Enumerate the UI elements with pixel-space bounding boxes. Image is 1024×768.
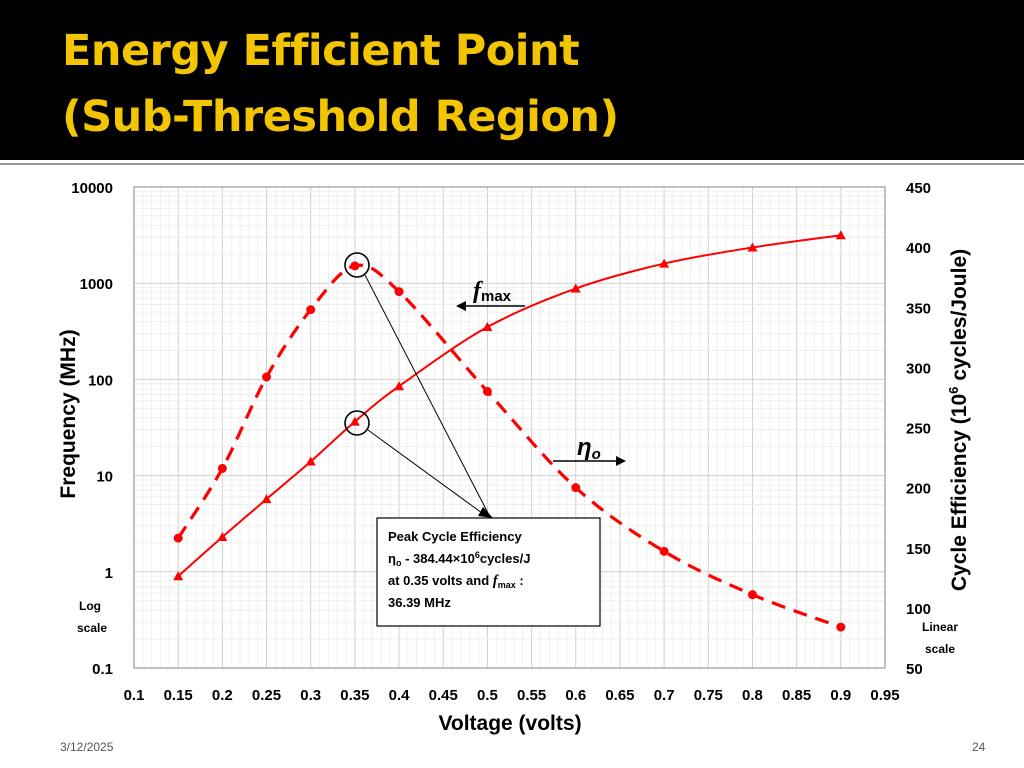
y-left-tick-label: 100 bbox=[88, 372, 113, 389]
x-tick-label: 0.4 bbox=[389, 687, 411, 704]
peak-efficiency-circle bbox=[344, 252, 370, 278]
y-right-tick-label: 450 bbox=[906, 180, 931, 197]
x-tick-label: 0.1 bbox=[124, 687, 145, 704]
y-right-tick-label: 400 bbox=[906, 240, 931, 257]
eta-point bbox=[306, 305, 316, 315]
fmax-point bbox=[349, 416, 360, 426]
y-right-tick-label: 100 bbox=[906, 601, 931, 618]
fmax-point bbox=[747, 242, 758, 252]
y-left-tick-label: 1 bbox=[105, 565, 113, 582]
fmax-point bbox=[659, 258, 670, 268]
x-tick-label: 0.2 bbox=[212, 687, 233, 704]
chart-grid bbox=[133, 187, 886, 669]
y-left-tick-labels: 0.1 1 10 100 1000 10000 bbox=[71, 180, 113, 678]
series-eta-line bbox=[176, 263, 842, 629]
chart: 0.1 1 10 100 1000 10000 50 100 150 200 250 300 350 4… bbox=[57, 180, 971, 735]
fmax-point bbox=[305, 456, 316, 466]
fmax-point bbox=[482, 322, 493, 332]
linear-scale-note-1: Linear bbox=[922, 620, 958, 634]
annotation-line-1: Peak Cycle Efficiency bbox=[388, 529, 522, 544]
fmax-label: fmax bbox=[473, 278, 512, 305]
log-scale-note-2: scale bbox=[77, 621, 107, 635]
x-tick-labels: 0.1 0.15 0.2 0.25 0.3 0.35 0.4 0.45 0.5 0.55 0.6 0.… bbox=[124, 687, 900, 704]
eta-point bbox=[571, 483, 581, 493]
eta-point bbox=[659, 546, 669, 556]
annotation-box: Peak Cycle Efficiency ηo - 384.44×106cyc… bbox=[376, 517, 601, 627]
eta-point bbox=[482, 386, 492, 396]
y-left-tick-label: 0.1 bbox=[92, 661, 113, 678]
y-left-tick-label: 10 bbox=[96, 469, 113, 486]
y-right-tick-label: 250 bbox=[906, 421, 931, 438]
eta-point bbox=[262, 372, 272, 382]
x-tick-label: 0.6 bbox=[565, 687, 586, 704]
x-tick-label: 0.45 bbox=[429, 687, 458, 704]
x-tick-label: 0.65 bbox=[605, 687, 634, 704]
eta-point bbox=[747, 590, 757, 600]
fmax-point bbox=[217, 532, 228, 542]
y-right-tick-label: 350 bbox=[906, 300, 931, 317]
title-bar: Energy Efficient Point (Sub-Threshold Re… bbox=[0, 0, 1024, 160]
y-left-tick-label: 1000 bbox=[80, 276, 113, 293]
x-tick-label: 0.7 bbox=[654, 687, 675, 704]
fmax-point bbox=[173, 571, 184, 581]
fmax-arrow-head bbox=[456, 301, 466, 311]
x-tick-label: 0.55 bbox=[517, 687, 546, 704]
eta-point bbox=[173, 533, 183, 543]
y-right-tick-label: 50 bbox=[906, 661, 923, 678]
annotation-line-2: ηo - 384.44×106cycles/J bbox=[388, 550, 530, 568]
x-axis-label: Voltage (volts) bbox=[438, 712, 581, 735]
linear-scale-note-2: scale bbox=[925, 642, 955, 656]
fmax-point bbox=[835, 230, 846, 240]
x-tick-label: 0.95 bbox=[870, 687, 899, 704]
fmax-point bbox=[261, 494, 272, 504]
eta-point bbox=[394, 287, 404, 297]
peak-frequency-circle bbox=[344, 410, 370, 436]
slide-title-line-1: Energy Efficient Point bbox=[62, 26, 580, 76]
callout-line-upper bbox=[364, 274, 490, 516]
x-tick-label: 0.75 bbox=[694, 687, 723, 704]
x-tick-label: 0.9 bbox=[830, 687, 851, 704]
y-left-tick-label: 10000 bbox=[71, 180, 113, 197]
y-right-tick-label: 300 bbox=[906, 360, 931, 377]
x-tick-label: 0.3 bbox=[300, 687, 321, 704]
title-divider bbox=[0, 163, 1024, 165]
x-tick-label: 0.35 bbox=[340, 687, 369, 704]
page-number: 24 bbox=[972, 740, 986, 754]
x-tick-label: 0.8 bbox=[742, 687, 763, 704]
log-scale-note-1: Log bbox=[79, 599, 101, 613]
plot-area-border bbox=[133, 186, 886, 669]
annotation-line-4: 36.39 MHz bbox=[388, 595, 451, 610]
eta-point bbox=[350, 261, 360, 271]
x-tick-label: 0.15 bbox=[164, 687, 193, 704]
eta-point bbox=[217, 463, 227, 473]
x-tick-label: 0.5 bbox=[477, 687, 498, 704]
y-left-axis-label: Frequency (MHz) bbox=[57, 329, 80, 498]
x-tick-label: 0.25 bbox=[252, 687, 281, 704]
eta-arrow-head bbox=[616, 456, 626, 466]
callout-arrowhead bbox=[478, 507, 493, 518]
slide-title-line-2: (Sub-Threshold Region) bbox=[62, 92, 619, 142]
x-tick-label: 0.85 bbox=[782, 687, 811, 704]
fmax-point bbox=[570, 283, 581, 293]
fmax-point bbox=[394, 381, 405, 391]
y-right-tick-label: 200 bbox=[906, 481, 931, 498]
eta-point bbox=[836, 622, 846, 632]
y-right-tick-label: 150 bbox=[906, 541, 931, 558]
y-right-axis-label: Cycle Efficiency (106 cycles/Joule) bbox=[946, 249, 971, 591]
y-right-tick-labels: 50 100 150 200 250 300 350 400 450 bbox=[906, 180, 931, 678]
callout-line-lower bbox=[367, 429, 483, 514]
footer-date: 3/12/2025 bbox=[60, 740, 114, 754]
annotation-line-3: at 0.35 volts and fmax : bbox=[388, 573, 524, 590]
eta-label: ηo bbox=[577, 434, 601, 463]
